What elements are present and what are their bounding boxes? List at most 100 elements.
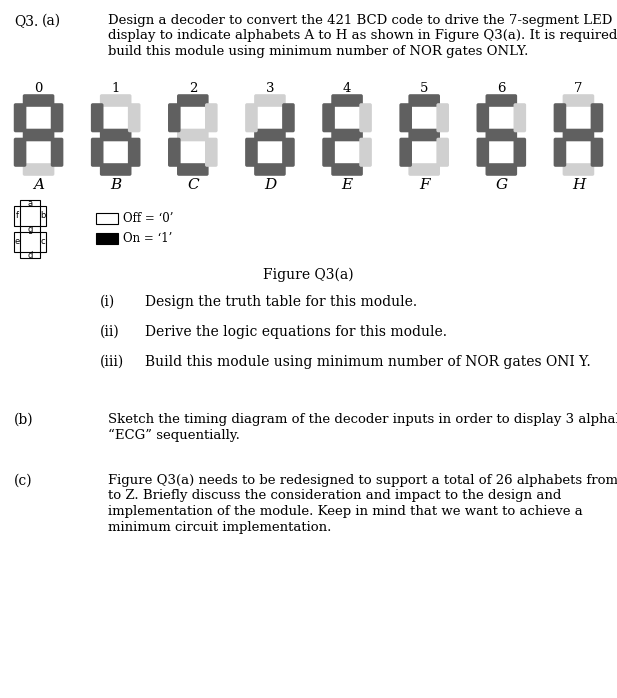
FancyBboxPatch shape <box>359 138 372 167</box>
Text: C: C <box>187 178 199 192</box>
FancyBboxPatch shape <box>563 128 594 141</box>
Text: b: b <box>40 211 46 221</box>
Bar <box>40 232 46 252</box>
FancyBboxPatch shape <box>476 138 489 167</box>
FancyBboxPatch shape <box>245 138 258 167</box>
Text: Off = ‘0’: Off = ‘0’ <box>123 212 173 225</box>
Text: Build this module using minimum number of NOR gates ONI Y.: Build this module using minimum number o… <box>145 355 590 369</box>
FancyBboxPatch shape <box>14 103 27 133</box>
FancyBboxPatch shape <box>513 103 526 133</box>
FancyBboxPatch shape <box>254 94 286 107</box>
FancyBboxPatch shape <box>563 94 594 107</box>
FancyBboxPatch shape <box>51 138 64 167</box>
Bar <box>96 213 118 224</box>
Text: e: e <box>14 237 20 246</box>
FancyBboxPatch shape <box>359 103 372 133</box>
FancyBboxPatch shape <box>128 103 141 133</box>
Text: F: F <box>419 178 429 192</box>
FancyBboxPatch shape <box>486 94 517 107</box>
FancyBboxPatch shape <box>254 163 286 176</box>
FancyBboxPatch shape <box>331 128 363 141</box>
Text: Figure Q3(a): Figure Q3(a) <box>263 268 354 283</box>
FancyBboxPatch shape <box>476 103 489 133</box>
Text: (iii): (iii) <box>100 355 124 369</box>
Bar <box>14 206 20 226</box>
Text: A: A <box>33 178 44 192</box>
Text: 1: 1 <box>112 82 120 95</box>
Text: Design the truth table for this module.: Design the truth table for this module. <box>145 295 417 309</box>
FancyBboxPatch shape <box>205 138 218 167</box>
Text: build this module using minimum number of NOR gates ONLY.: build this module using minimum number o… <box>108 45 528 58</box>
Text: “ECG” sequentially.: “ECG” sequentially. <box>108 429 240 442</box>
FancyBboxPatch shape <box>399 103 412 133</box>
FancyBboxPatch shape <box>486 128 517 141</box>
Text: (c): (c) <box>14 474 33 488</box>
Text: 2: 2 <box>189 82 197 95</box>
FancyBboxPatch shape <box>245 103 258 133</box>
FancyBboxPatch shape <box>513 138 526 167</box>
Text: d: d <box>27 251 33 260</box>
FancyBboxPatch shape <box>205 103 218 133</box>
Text: B: B <box>110 178 122 192</box>
FancyBboxPatch shape <box>282 138 295 167</box>
Bar <box>96 233 118 244</box>
FancyBboxPatch shape <box>408 128 440 141</box>
Text: 5: 5 <box>420 82 428 95</box>
FancyBboxPatch shape <box>91 103 104 133</box>
Text: Derive the logic equations for this module.: Derive the logic equations for this modu… <box>145 325 447 339</box>
Text: On = ‘1’: On = ‘1’ <box>123 232 172 245</box>
FancyBboxPatch shape <box>100 163 131 176</box>
Text: (i): (i) <box>100 295 115 309</box>
Text: 3: 3 <box>266 82 274 95</box>
FancyBboxPatch shape <box>408 163 440 176</box>
FancyBboxPatch shape <box>590 138 603 167</box>
FancyBboxPatch shape <box>331 94 363 107</box>
Bar <box>20 252 40 258</box>
FancyBboxPatch shape <box>168 138 181 167</box>
Text: minimum circuit implementation.: minimum circuit implementation. <box>108 521 331 533</box>
FancyBboxPatch shape <box>91 138 104 167</box>
FancyBboxPatch shape <box>254 128 286 141</box>
FancyBboxPatch shape <box>590 103 603 133</box>
FancyBboxPatch shape <box>23 163 54 176</box>
FancyBboxPatch shape <box>436 138 449 167</box>
FancyBboxPatch shape <box>436 103 449 133</box>
Text: (ii): (ii) <box>100 325 120 339</box>
Text: c: c <box>41 237 45 246</box>
FancyBboxPatch shape <box>128 138 141 167</box>
Bar <box>20 200 40 206</box>
Text: D: D <box>264 178 276 192</box>
Text: display to indicate alphabets A to H as shown in Figure Q3(a). It is required to: display to indicate alphabets A to H as … <box>108 29 617 43</box>
FancyBboxPatch shape <box>168 103 181 133</box>
Text: 0: 0 <box>35 82 43 95</box>
FancyBboxPatch shape <box>177 163 209 176</box>
FancyBboxPatch shape <box>177 94 209 107</box>
Text: to Z. Briefly discuss the consideration and impact to the design and: to Z. Briefly discuss the consideration … <box>108 489 561 503</box>
Text: 6: 6 <box>497 82 505 95</box>
FancyBboxPatch shape <box>100 94 131 107</box>
FancyBboxPatch shape <box>486 163 517 176</box>
FancyBboxPatch shape <box>282 103 295 133</box>
Text: Design a decoder to convert the 421 BCD code to drive the 7-segment LED: Design a decoder to convert the 421 BCD … <box>108 14 613 27</box>
Text: 7: 7 <box>574 82 582 95</box>
Text: implementation of the module. Keep in mind that we want to achieve a: implementation of the module. Keep in mi… <box>108 505 582 518</box>
Text: G: G <box>495 178 507 192</box>
Text: Sketch the timing diagram of the decoder inputs in order to display 3 alphabets: Sketch the timing diagram of the decoder… <box>108 413 617 426</box>
FancyBboxPatch shape <box>553 103 566 133</box>
FancyBboxPatch shape <box>322 103 335 133</box>
FancyBboxPatch shape <box>553 138 566 167</box>
FancyBboxPatch shape <box>51 103 64 133</box>
Text: f: f <box>15 211 19 221</box>
FancyBboxPatch shape <box>563 163 594 176</box>
FancyBboxPatch shape <box>322 138 335 167</box>
Text: a: a <box>27 198 33 207</box>
FancyBboxPatch shape <box>408 94 440 107</box>
Text: H: H <box>572 178 585 192</box>
Bar <box>20 226 40 232</box>
FancyBboxPatch shape <box>331 163 363 176</box>
Text: g: g <box>27 225 33 234</box>
Text: Q3.: Q3. <box>14 14 38 28</box>
FancyBboxPatch shape <box>14 138 27 167</box>
FancyBboxPatch shape <box>100 128 131 141</box>
Text: 4: 4 <box>343 82 351 95</box>
